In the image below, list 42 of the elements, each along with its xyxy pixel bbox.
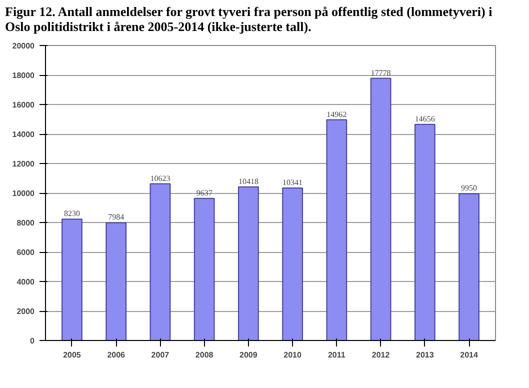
data-label: 9950 bbox=[461, 184, 478, 193]
y-tick-label: 6000 bbox=[16, 248, 36, 257]
bar bbox=[150, 183, 171, 340]
data-label: 8230 bbox=[64, 208, 80, 218]
y-tick-label: 4000 bbox=[16, 277, 36, 286]
data-label: 10623 bbox=[150, 174, 170, 183]
y-tick-label: 12000 bbox=[12, 159, 36, 168]
data-label: 17778 bbox=[370, 68, 391, 78]
data-label: 9637 bbox=[196, 188, 212, 198]
x-tick-label: 2007 bbox=[151, 350, 170, 360]
bar bbox=[194, 198, 215, 340]
x-tick-label: 2008 bbox=[195, 350, 214, 360]
bar bbox=[414, 124, 436, 340]
bar bbox=[326, 119, 348, 340]
y-tick-label: 2000 bbox=[16, 306, 36, 316]
y-tick-label: 0 bbox=[30, 336, 36, 346]
x-tick-label: 2006 bbox=[107, 350, 126, 360]
bar bbox=[238, 186, 259, 340]
data-label: 14962 bbox=[326, 110, 347, 119]
y-tick-label: 14000 bbox=[12, 130, 36, 139]
x-tick-label: 2005 bbox=[63, 350, 82, 360]
data-label: 10418 bbox=[238, 176, 258, 186]
bar bbox=[106, 222, 127, 340]
chart-title: Figur 12. Antall anmeldelser for grovt tyveri fra person på offentlig sted (lommetyveri) i Oslo politidistrikt i årene 2005-2014 (ikke-justerte tall). bbox=[5, 4, 494, 35]
bar bbox=[370, 78, 392, 340]
x-tick-label: 2014 bbox=[460, 350, 478, 360]
x-tick-label: 2012 bbox=[372, 350, 390, 360]
y-tick-label: 8000 bbox=[16, 218, 36, 228]
y-tick-label: 18000 bbox=[12, 70, 36, 80]
bar bbox=[458, 193, 480, 340]
y-tick-label: 16000 bbox=[12, 100, 36, 110]
data-label: 10341 bbox=[282, 178, 303, 187]
bar bbox=[282, 187, 303, 340]
x-tick-label: 2011 bbox=[328, 350, 346, 360]
bar bbox=[62, 218, 82, 340]
x-tick-label: 2010 bbox=[284, 350, 302, 360]
x-tick-label: 2009 bbox=[240, 350, 258, 360]
y-tick-label: 20000 bbox=[12, 41, 36, 50]
data-label: 14656 bbox=[414, 114, 435, 124]
y-tick-label: 10000 bbox=[12, 188, 36, 198]
data-label: 7984 bbox=[108, 212, 124, 222]
x-tick-label: 2013 bbox=[416, 350, 434, 360]
